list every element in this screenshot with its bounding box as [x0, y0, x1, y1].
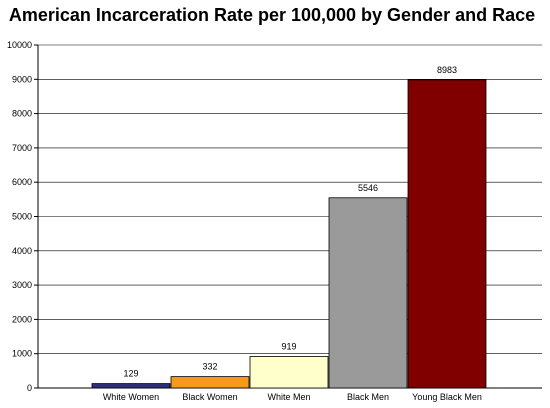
y-tick-label: 2000: [12, 314, 32, 324]
data-label: 919: [281, 341, 296, 351]
data-label: 8983: [437, 65, 457, 75]
category-label: Black Women: [182, 392, 237, 402]
gridlines: [38, 44, 542, 355]
data-labels: 129 332 919 5546 8983: [123, 65, 457, 379]
y-tick-label: 0: [27, 383, 32, 393]
bar-white-women: [91, 383, 171, 389]
category-label: Black Men: [347, 392, 389, 402]
y-axis-tick-labels: 0 1000 2000 3000 4000 5000 6000 7000 8000 9000 100…: [7, 40, 32, 393]
bar-young-black-men: [407, 79, 487, 389]
y-tick-label: 6000: [12, 177, 32, 187]
y-tick-label: 10000: [7, 40, 32, 50]
y-tick-label: 4000: [12, 246, 32, 256]
bar-white-men: [249, 356, 329, 389]
data-label: 332: [202, 362, 217, 372]
category-label: White Men: [267, 392, 310, 402]
y-tick-label: 7000: [12, 143, 32, 153]
bar-black-men: [328, 197, 408, 389]
bar-black-women: [170, 376, 250, 389]
category-label: White Women: [103, 392, 159, 402]
x-axis-category-labels: White Women Black Women White Men Black Men…: [103, 392, 482, 402]
y-tick-label: 1000: [12, 349, 32, 359]
y-tick-label: 3000: [12, 280, 32, 290]
chart-title: American Incarceration Rate per 100,000 …: [9, 5, 535, 25]
y-tick-label: 9000: [12, 74, 32, 84]
data-label: 5546: [358, 183, 378, 193]
data-label: 129: [123, 369, 138, 379]
category-label: Young Black Men: [412, 392, 482, 402]
y-tick-label: 5000: [12, 212, 32, 222]
bars: [91, 79, 487, 389]
y-tick-label: 8000: [12, 109, 32, 119]
